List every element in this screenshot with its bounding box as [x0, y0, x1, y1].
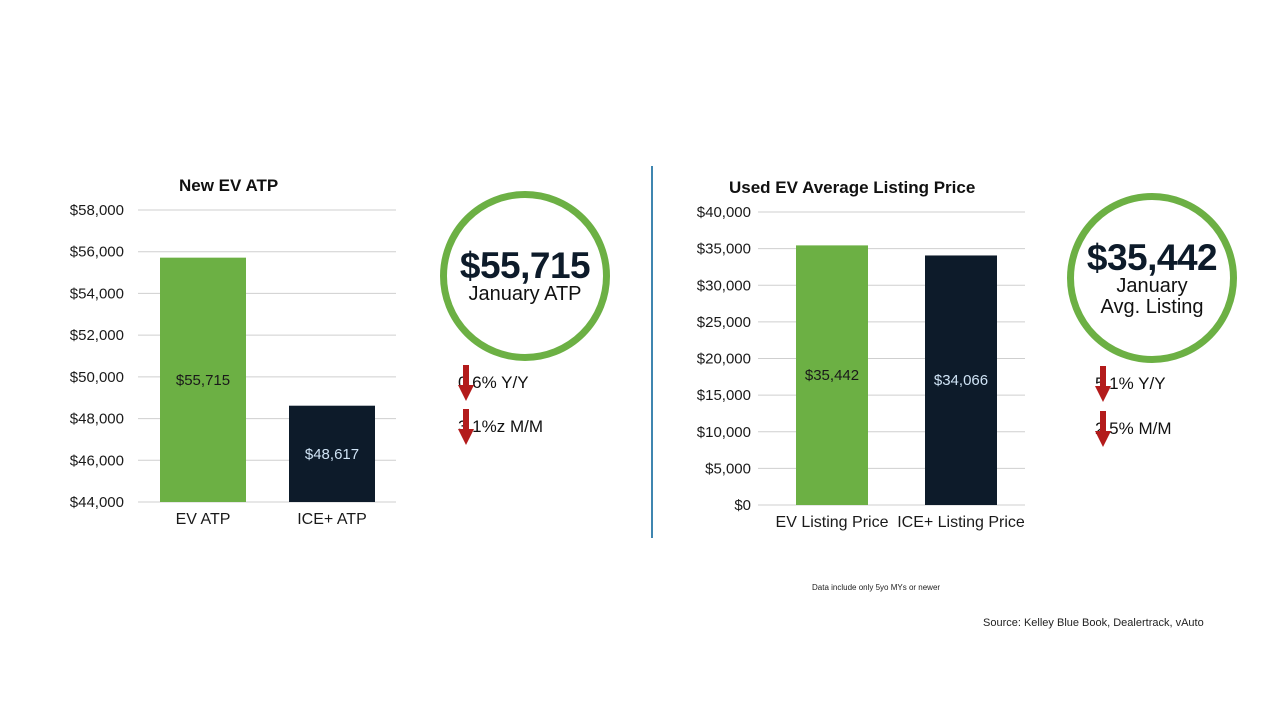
change-mom-left: 3.1%z M/M [458, 409, 544, 445]
y-tick-label: $52,000 [70, 327, 124, 344]
change-yoy-text: 5.1% Y/Y [1095, 374, 1166, 393]
kpi-label: January ATP [468, 283, 582, 305]
y-tick-label: $40,000 [697, 204, 751, 221]
category-label: EV ATP [176, 511, 231, 528]
change-mom-text: 3.1%z M/M [458, 417, 544, 436]
y-tick-label: $46,000 [70, 452, 124, 469]
chart-used-ev-listing-price: $0 $5,000 $10,000 $15,000 $20,000 $25,000 $30,… [697, 204, 1025, 531]
y-tick-label: $56,000 [70, 244, 124, 261]
y-tick-label: $15,000 [697, 387, 751, 404]
y-tick-label: $20,000 [697, 351, 751, 368]
kpi-label-line-2: Avg. Listing [1100, 295, 1204, 318]
y-tick-label: $44,000 [70, 494, 124, 511]
category-label: EV Listing Price [776, 514, 889, 531]
bar-1 [925, 255, 997, 505]
bar-1 [289, 405, 375, 502]
category-label: ICE+ ATP [297, 511, 367, 528]
data-label: $48,617 [305, 446, 359, 463]
change-mom-right: 2.5% M/M [1095, 411, 1172, 447]
kpi-value: $35,442 [1086, 236, 1218, 278]
data-label: $35,442 [805, 367, 859, 384]
y-tick-label: $48,000 [70, 411, 124, 428]
y-tick-label: $50,000 [70, 369, 124, 386]
y-tick-label: $5,000 [705, 460, 751, 477]
change-yoy-right: 5.1% Y/Y [1095, 366, 1166, 402]
kpi-circle-january-avg-listing: $35,442 January Avg. Listing [1067, 193, 1237, 363]
category-label: ICE+ Listing Price [897, 514, 1025, 531]
change-yoy-left: 0.6% Y/Y [458, 365, 529, 401]
y-tick-label: $0 [734, 497, 751, 514]
bar-0 [796, 245, 868, 506]
chart-title-new-ev-atp: New EV ATP [179, 176, 279, 195]
change-yoy-text: 0.6% Y/Y [458, 373, 529, 392]
down-arrow-icon [458, 365, 474, 401]
footnote: Data include only 5yo MYs or newer [812, 583, 941, 592]
down-arrow-icon [1095, 411, 1111, 447]
y-tick-label: $35,000 [697, 241, 751, 258]
y-tick-label: $54,000 [70, 285, 124, 302]
chart-new-ev-atp: $44,000 $46,000 $48,000 $50,000 $52,000 $54,0… [70, 202, 396, 528]
section-divider [651, 166, 653, 538]
kpi-label-line-1: January [1116, 274, 1188, 297]
data-label: $55,715 [176, 372, 230, 389]
y-tick-label: $30,000 [697, 277, 751, 294]
kpi-value: $55,715 [459, 245, 591, 286]
down-arrow-icon [1095, 366, 1111, 402]
down-arrow-icon [458, 409, 474, 445]
kpi-circle-january-atp: $55,715 January ATP [440, 191, 610, 361]
change-mom-text: 2.5% M/M [1095, 419, 1172, 438]
chart-title-used-ev-listing: Used EV Average Listing Price [729, 178, 976, 197]
source-credit: Source: Kelley Blue Book, Dealertrack, v… [983, 617, 1204, 629]
y-tick-label: $10,000 [697, 424, 751, 441]
data-label: $34,066 [934, 372, 988, 389]
y-tick-label: $25,000 [697, 314, 751, 331]
y-tick-label: $58,000 [70, 202, 124, 219]
bar-0 [160, 257, 246, 502]
